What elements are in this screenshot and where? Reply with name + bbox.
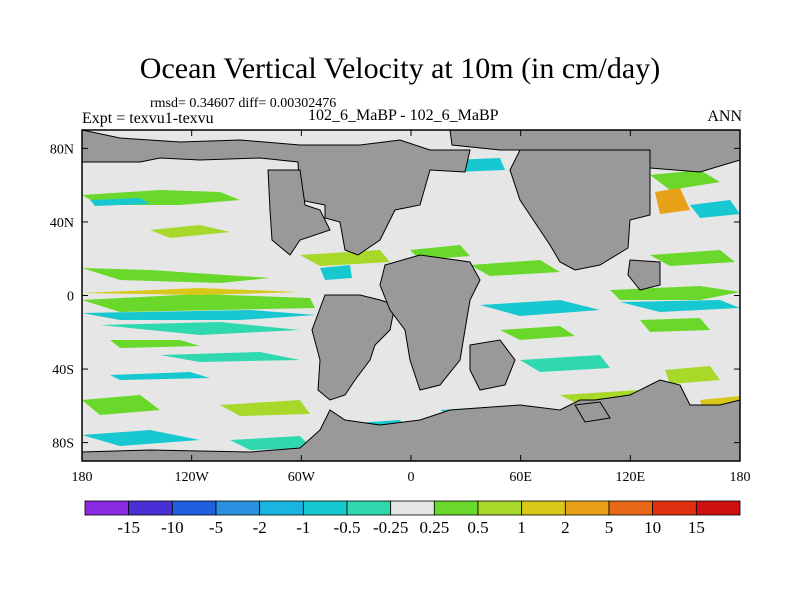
colorbar-label: 10 <box>644 518 661 537</box>
colorbar-label: 1 <box>517 518 526 537</box>
colorbar-label: -2 <box>253 518 267 537</box>
colorbar-swatch <box>302 500 348 516</box>
colorbar-label: 15 <box>688 518 705 537</box>
x-tick-label: 60W <box>288 470 316 485</box>
colorbar-swatch <box>695 500 741 516</box>
colorbar-swatch <box>564 500 610 516</box>
season-label: ANN <box>707 108 742 125</box>
y-tick-label: 80N <box>50 142 74 157</box>
colorbar-swatch <box>84 500 130 516</box>
experiment-label: Expt = texvu1-texvu <box>82 110 214 127</box>
stats-label: rmsd= 0.34607 diff= 0.00302476 <box>150 96 337 111</box>
colorbar-swatch <box>608 500 654 516</box>
colorbar-swatch <box>390 500 435 516</box>
colorbar-swatch <box>128 500 173 516</box>
x-tick-label: 180 <box>730 470 751 485</box>
colorbar-label: -5 <box>209 518 223 537</box>
colorbar: -15 -10 -5 -2 -1 -0.5 -0.25 0.25 0.5 1 2 5 10 15 <box>84 500 741 537</box>
x-tick-label: 0 <box>408 470 415 485</box>
colorbar-label: 0.25 <box>419 518 449 537</box>
colorbar-label: 5 <box>605 518 614 537</box>
colorbar-swatch <box>521 500 566 516</box>
map-plot-area <box>81 129 741 462</box>
colorbar-label: -0.25 <box>373 518 408 537</box>
case-label: 102_6_MaBP - 102_6_MaBP <box>308 107 499 124</box>
x-tick-label: 120W <box>175 470 210 485</box>
colorbar-label: -15 <box>117 518 140 537</box>
axis-ticks: 180 120W 60W 0 60E 120E 180 80N 40N 0 40S 80S <box>50 130 751 485</box>
colorbar-swatch <box>346 500 392 516</box>
colorbar-swatch <box>433 500 479 516</box>
x-tick-label: 120E <box>616 470 646 485</box>
y-tick-label: 40S <box>52 363 74 378</box>
anomaly-patches <box>82 148 740 450</box>
colorbar-label: -1 <box>296 518 310 537</box>
chart-title: Ocean Vertical Velocity at 10m (in cm/da… <box>139 52 661 85</box>
y-tick-label: 80S <box>52 437 74 452</box>
land-masses <box>81 129 741 462</box>
y-tick-label: 40N <box>50 216 74 231</box>
colorbar-label: 2 <box>561 518 570 537</box>
colorbar-label: -0.5 <box>334 518 361 537</box>
colorbar-label: 0.5 <box>467 518 488 537</box>
y-tick-label: 0 <box>67 290 74 305</box>
colorbar-swatch <box>171 500 217 516</box>
colorbar-swatch <box>259 500 304 516</box>
colorbar-swatch <box>215 500 261 516</box>
x-tick-label: 60E <box>509 470 532 485</box>
x-tick-label: 180 <box>72 470 93 485</box>
colorbar-swatch <box>652 500 697 516</box>
colorbar-swatch <box>477 500 523 516</box>
colorbar-label: -10 <box>161 518 184 537</box>
